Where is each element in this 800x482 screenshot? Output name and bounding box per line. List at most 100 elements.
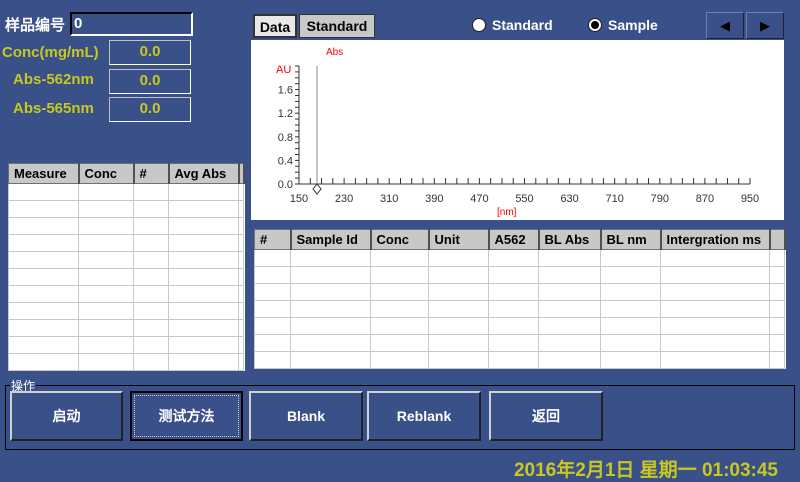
abs565-value: 0.0 — [109, 97, 191, 122]
table-row[interactable] — [254, 249, 785, 267]
col-bl-abs[interactable]: BL Abs — [538, 229, 602, 250]
sample-table[interactable]: # Sample Id Conc Unit A562 BL Abs BL nm … — [254, 229, 786, 369]
table-cell — [168, 336, 239, 354]
table-cell — [8, 353, 79, 371]
radio-standard[interactable]: Standard — [472, 17, 553, 33]
table-cell — [78, 353, 134, 371]
start-button[interactable]: 启动 — [10, 391, 123, 441]
table-cell — [428, 300, 489, 318]
table-cell — [370, 249, 429, 267]
sample-id-input[interactable]: 0 — [70, 12, 193, 36]
table-row[interactable] — [8, 200, 244, 218]
x-tick-label: 950 — [741, 193, 759, 205]
reblank-button[interactable]: Reblank — [367, 391, 481, 441]
radio-sample[interactable]: Sample — [588, 17, 658, 33]
y-tick-label: 0.8 — [278, 132, 293, 144]
x-tick-label: 790 — [651, 193, 669, 205]
table-cell — [168, 302, 239, 320]
col-measure[interactable]: Measure — [8, 163, 80, 184]
conc-label: Conc(mg/mL) — [2, 44, 99, 61]
table-cell — [660, 283, 770, 301]
conc-value: 0.0 — [109, 40, 191, 65]
table-row[interactable] — [254, 300, 785, 318]
table-cell — [8, 285, 79, 303]
table-row[interactable] — [8, 183, 244, 201]
table-row[interactable] — [8, 234, 244, 252]
next-button[interactable]: ▶ — [746, 12, 784, 39]
col-number[interactable]: # — [133, 163, 170, 184]
table-cell — [290, 283, 371, 301]
table-cell — [290, 351, 371, 369]
table-row[interactable] — [254, 351, 785, 369]
table-cell — [238, 234, 244, 252]
start-button-label: 启动 — [52, 408, 81, 424]
table-cell — [78, 234, 134, 252]
table-cell — [769, 300, 785, 318]
table-cell — [133, 285, 169, 303]
y-tick-label: 0.4 — [278, 155, 293, 167]
table-cell — [370, 266, 429, 284]
tab-standard[interactable]: Standard — [299, 14, 375, 38]
table-cell — [660, 334, 770, 352]
blank-button[interactable]: Blank — [249, 391, 363, 441]
table-cell — [254, 351, 291, 369]
abs562-value: 0.0 — [109, 69, 191, 94]
table-row[interactable] — [8, 336, 244, 354]
table-cell — [660, 266, 770, 284]
table-cell — [78, 302, 134, 320]
table-cell — [600, 249, 661, 267]
table-row[interactable] — [254, 283, 785, 301]
measure-table[interactable]: Measure Conc # Avg Abs — [8, 163, 245, 371]
table-cell — [133, 319, 169, 337]
table-cell — [168, 217, 239, 235]
back-button[interactable]: 返回 — [489, 391, 603, 441]
table-cell — [538, 317, 601, 335]
table-cell — [8, 183, 79, 201]
col-a562[interactable]: A562 — [488, 229, 540, 250]
col-conc[interactable]: Conc — [370, 229, 430, 250]
table-cell — [428, 283, 489, 301]
spectrum-chart: Abs AU [nm] 0.0 0.4 0.8 1.2 1.6 150 230 310 390 4… — [251, 40, 784, 220]
table-row[interactable] — [8, 353, 244, 371]
col-conc[interactable]: Conc — [78, 163, 135, 184]
table-cell — [168, 268, 239, 286]
table-row[interactable] — [8, 319, 244, 337]
table-cell — [660, 317, 770, 335]
prev-button[interactable]: ◀ — [706, 12, 744, 39]
x-tick-label: 710 — [606, 193, 624, 205]
col-integration-ms[interactable]: Intergration ms — [660, 229, 771, 250]
table-cell — [538, 351, 601, 369]
col-unit[interactable]: Unit — [428, 229, 490, 250]
table-cell — [769, 351, 785, 369]
table-cell — [600, 317, 661, 335]
table-cell — [600, 300, 661, 318]
table-row[interactable] — [254, 317, 785, 335]
col-avg-abs[interactable]: Avg Abs — [168, 163, 240, 184]
table-cell — [8, 251, 79, 269]
y-tick-label: 0.0 — [278, 179, 293, 191]
table-cell — [538, 283, 601, 301]
table-cell — [78, 336, 134, 354]
col-bl-nm[interactable]: BL nm — [600, 229, 662, 250]
table-cell — [428, 334, 489, 352]
table-row[interactable] — [8, 217, 244, 235]
col-sample-id[interactable]: Sample Id — [290, 229, 372, 250]
table-cell — [168, 234, 239, 252]
cursor-handle-icon — [312, 183, 322, 195]
col-number[interactable]: # — [254, 229, 292, 250]
test-method-button-label: 测试方法 — [158, 408, 215, 424]
tab-data[interactable]: Data — [253, 14, 297, 38]
table-cell — [8, 217, 79, 235]
table-cell — [769, 283, 785, 301]
table-row[interactable] — [8, 285, 244, 303]
table-cell — [8, 200, 79, 218]
radio-sample-label: Sample — [608, 17, 658, 33]
table-row[interactable] — [8, 302, 244, 320]
table-cell — [488, 283, 539, 301]
table-cell — [78, 183, 134, 201]
table-row[interactable] — [254, 334, 785, 352]
table-row[interactable] — [8, 268, 244, 286]
table-row[interactable] — [254, 266, 785, 284]
table-row[interactable] — [8, 251, 244, 269]
test-method-button[interactable]: 测试方法 — [130, 391, 243, 441]
